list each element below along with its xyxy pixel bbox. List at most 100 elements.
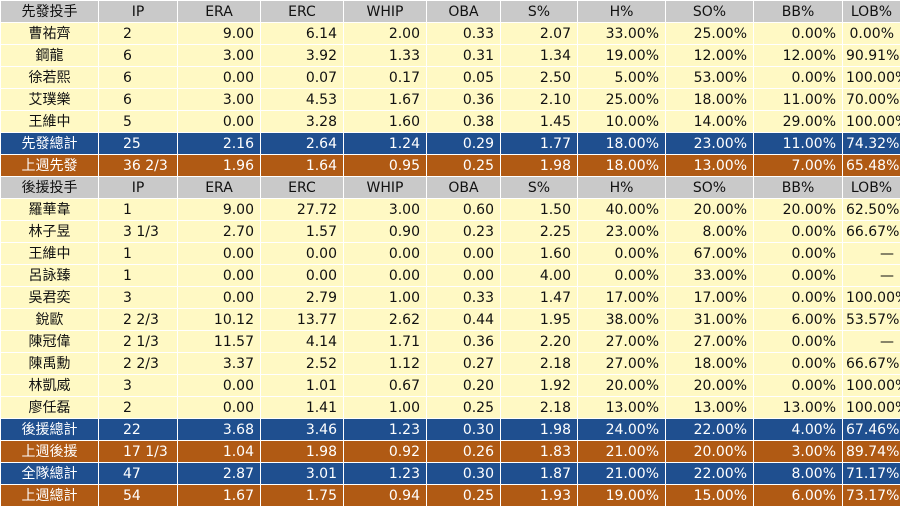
stat-cell: 0.30 xyxy=(427,419,501,441)
stat-cell: 6.00% xyxy=(754,485,843,507)
pitcher-name: 銳歐 xyxy=(1,309,99,331)
stat-cell: 1.98 xyxy=(501,419,578,441)
stat-cell: 0.94 xyxy=(344,485,427,507)
stat-cell: 2.20 xyxy=(501,331,578,353)
stat-cell: 0.00 xyxy=(178,397,261,419)
stat-cell: 3.46 xyxy=(261,419,344,441)
stat-cell: 18.00% xyxy=(666,353,754,375)
stat-cell: 100.00% xyxy=(843,287,900,309)
column-header: ERA xyxy=(178,1,261,23)
pitcher-name: 鋼龍 xyxy=(1,45,99,67)
stat-cell: 1.00 xyxy=(344,397,427,419)
column-header: SO% xyxy=(666,177,754,199)
stat-cell: 18.00% xyxy=(666,89,754,111)
stat-cell: 8.00% xyxy=(666,221,754,243)
stat-cell: 100.00% xyxy=(843,375,900,397)
stat-cell: 0.05 xyxy=(427,67,501,89)
stat-cell: 0.00% xyxy=(754,331,843,353)
stat-cell: 1.00 xyxy=(344,287,427,309)
stat-cell: 1 xyxy=(99,243,178,265)
stat-cell: 3.00 xyxy=(178,89,261,111)
stat-cell: 1.98 xyxy=(501,155,578,177)
stat-cell: 4.14 xyxy=(261,331,344,353)
stat-cell: 5.00% xyxy=(578,67,666,89)
stat-cell: 0.00 xyxy=(178,67,261,89)
stat-cell: 1.34 xyxy=(501,45,578,67)
stat-cell: 1.67 xyxy=(178,485,261,507)
column-header: SO% xyxy=(666,1,754,23)
pitcher-name: 羅華韋 xyxy=(1,199,99,221)
stat-cell: 1.50 xyxy=(501,199,578,221)
stat-cell: 3.28 xyxy=(261,111,344,133)
column-header: S% xyxy=(501,177,578,199)
stat-cell: 1.41 xyxy=(261,397,344,419)
stat-cell: 0.00 xyxy=(261,265,344,287)
stat-cell: 24.00% xyxy=(578,419,666,441)
column-header: ERA xyxy=(178,177,261,199)
stat-cell: 1.87 xyxy=(501,463,578,485)
pitcher-name: 吳君奕 xyxy=(1,287,99,309)
stat-cell: 0.33 xyxy=(427,23,501,45)
stat-cell: 1.33 xyxy=(344,45,427,67)
pitcher-name: 呂詠臻 xyxy=(1,265,99,287)
column-header: ERC xyxy=(261,1,344,23)
stat-cell: 53.57% xyxy=(843,309,900,331)
column-header: IP xyxy=(99,1,178,23)
stat-cell: 27.00% xyxy=(578,331,666,353)
stat-cell: 1.57 xyxy=(261,221,344,243)
stat-cell: 25 xyxy=(99,133,178,155)
stat-cell: 11.57 xyxy=(178,331,261,353)
stat-cell: 0.00 xyxy=(427,243,501,265)
stat-cell: 3.00 xyxy=(344,199,427,221)
stat-cell: 1.64 xyxy=(261,155,344,177)
stat-cell: 1.12 xyxy=(344,353,427,375)
stat-cell: 2.16 xyxy=(178,133,261,155)
stat-cell: 1.23 xyxy=(344,419,427,441)
column-header: H% xyxy=(578,1,666,23)
stat-cell: 47 xyxy=(99,463,178,485)
stat-cell: 0.00% xyxy=(578,265,666,287)
column-header: H% xyxy=(578,177,666,199)
stat-cell: 11.00% xyxy=(754,89,843,111)
stat-cell: 13.00% xyxy=(666,397,754,419)
stat-cell: 1.93 xyxy=(501,485,578,507)
stat-cell: 36 2/3 xyxy=(99,155,178,177)
stat-cell: 19.00% xyxy=(578,45,666,67)
stat-cell: 21.00% xyxy=(578,441,666,463)
stat-cell: 0.27 xyxy=(427,353,501,375)
stat-cell: 0.07 xyxy=(261,67,344,89)
stat-cell: 6 xyxy=(99,67,178,89)
stat-cell: 10.00% xyxy=(578,111,666,133)
stat-cell: 27.72 xyxy=(261,199,344,221)
stat-cell: 0.60 xyxy=(427,199,501,221)
stat-cell: 27.00% xyxy=(578,353,666,375)
stat-cell: 29.00% xyxy=(754,111,843,133)
stat-cell: 1 xyxy=(99,199,178,221)
stat-cell: 17 1/3 xyxy=(99,441,178,463)
stat-cell: 0.36 xyxy=(427,331,501,353)
stat-cell: 2.52 xyxy=(261,353,344,375)
stat-cell: 10.12 xyxy=(178,309,261,331)
stat-cell: 2.07 xyxy=(501,23,578,45)
stat-cell: 0.00% xyxy=(754,287,843,309)
stat-cell: 25.00% xyxy=(578,89,666,111)
stat-cell: 0.17 xyxy=(344,67,427,89)
stat-cell: 67.46% xyxy=(843,419,900,441)
stat-cell: 13.00% xyxy=(666,155,754,177)
stat-cell: 3.37 xyxy=(178,353,261,375)
stat-cell: 2 xyxy=(99,23,178,45)
stat-cell: 0.00% xyxy=(578,243,666,265)
stat-cell: 0.25 xyxy=(427,485,501,507)
